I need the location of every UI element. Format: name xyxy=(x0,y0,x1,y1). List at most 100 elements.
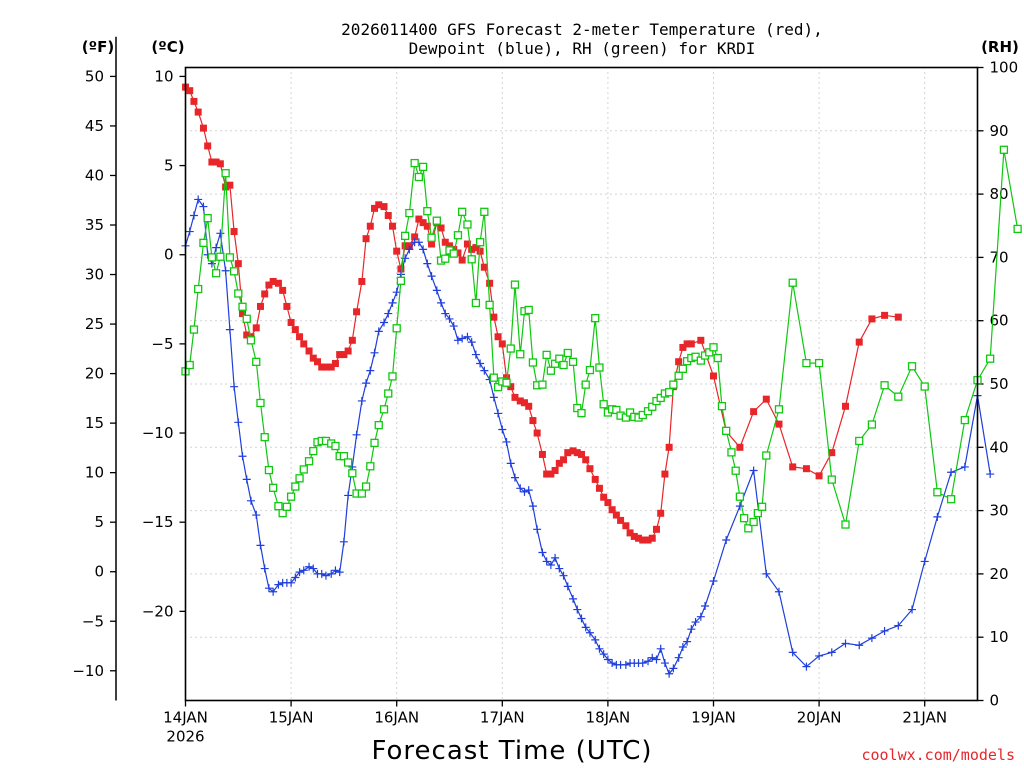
rh-point xyxy=(339,452,349,461)
rh-point xyxy=(392,324,401,333)
dewpoint-point xyxy=(480,366,489,375)
temperature-point xyxy=(401,242,409,250)
dewpoint-point xyxy=(414,238,423,247)
temperature-point xyxy=(309,354,317,362)
rh-tick-label: 10 xyxy=(990,628,1009,646)
temperature-line xyxy=(185,86,899,541)
rh-point xyxy=(528,358,538,367)
rh-tick-label: 30 xyxy=(990,502,1009,520)
fahrenheit-tick-label: 5 xyxy=(94,513,104,531)
rh-point xyxy=(432,216,441,225)
rh-point xyxy=(493,383,503,392)
time-tick-label: 16JAN xyxy=(374,709,419,727)
rh-point xyxy=(234,289,243,298)
temperature-point xyxy=(411,233,419,241)
rh-point xyxy=(920,382,929,391)
temperature-point xyxy=(710,372,717,380)
x-axis-title: Forecast Time (UTC) xyxy=(371,736,652,766)
temperature-point xyxy=(564,449,572,457)
temperature-point xyxy=(353,308,361,316)
temperature-point xyxy=(291,326,299,334)
celsius-tick-label: −10 xyxy=(142,424,174,442)
temperature-point xyxy=(604,499,612,507)
celsius-axis: 10 5 0 −5 −10 −15 −20 xyxy=(142,67,186,620)
dewpoint-point xyxy=(463,332,472,341)
dewpoint-point xyxy=(458,334,467,343)
fahrenheit-tick-label: 0 xyxy=(94,563,104,581)
rh-point xyxy=(1013,224,1022,234)
temperature-point xyxy=(216,160,224,168)
temperature-point xyxy=(397,265,405,273)
rh-point xyxy=(343,458,353,467)
dewpoint-point xyxy=(423,259,432,268)
temperature-point xyxy=(393,247,401,255)
dewpoint-point xyxy=(189,211,198,220)
temperature-point xyxy=(287,318,295,326)
temperature-point xyxy=(446,242,453,250)
dewpoint-point xyxy=(815,651,824,660)
temperature-point xyxy=(736,443,744,451)
dewpoint-point xyxy=(581,623,590,632)
rh-point xyxy=(705,348,714,357)
temperature-series xyxy=(182,83,902,544)
temperature-point xyxy=(538,450,546,458)
temperature-point xyxy=(239,310,247,318)
rh-point xyxy=(841,520,850,529)
dewpoint-point xyxy=(569,594,578,603)
temperature-point xyxy=(296,333,304,341)
dewpoint-point xyxy=(370,348,379,357)
chart-title-line1: 2026011400 GFS Forecast 2-meter Temperat… xyxy=(341,20,823,39)
rh-point xyxy=(268,483,278,492)
dewpoint-point xyxy=(331,566,340,575)
rh-point xyxy=(867,420,877,429)
dewpoint-point xyxy=(506,459,515,468)
rh-point xyxy=(664,388,674,397)
celsius-tick-label: 10 xyxy=(154,67,173,85)
temperature-point xyxy=(648,534,656,542)
dewpoint-point xyxy=(225,325,234,334)
dewpoint-point xyxy=(920,557,929,566)
temperature-point xyxy=(490,313,498,321)
rh-point xyxy=(696,356,705,365)
rh-tick-label: 70 xyxy=(990,248,1009,266)
temperature-point xyxy=(358,277,366,285)
rh-point xyxy=(221,169,230,178)
temperature-point xyxy=(480,263,488,271)
temperature-point xyxy=(750,408,758,416)
temperature-point xyxy=(591,475,599,483)
temperature-point xyxy=(463,240,471,248)
rh-series xyxy=(181,145,1022,533)
rh-point xyxy=(986,354,995,363)
rh-point xyxy=(550,359,560,368)
dewpoint-point xyxy=(669,664,678,673)
rh-point xyxy=(304,457,314,466)
dewpoint-point xyxy=(802,662,811,671)
dewpoint-point xyxy=(260,564,269,573)
temperature-point xyxy=(775,420,783,428)
time-tick-label: 19JAN xyxy=(691,709,736,727)
temperature-point xyxy=(516,397,524,405)
rh-point xyxy=(361,482,371,491)
dewpoint-point xyxy=(384,309,393,318)
dewpoint-point xyxy=(933,512,942,521)
dewpoint-point xyxy=(678,643,687,652)
rh-point xyxy=(591,314,600,323)
temperature-point xyxy=(543,470,551,478)
dewpoint-point xyxy=(749,466,758,475)
rh-point xyxy=(463,220,472,229)
fahrenheit-unit-label: (ºF) xyxy=(82,38,114,56)
temperature-point xyxy=(468,245,476,253)
rh-point xyxy=(485,300,494,310)
dewpoint-point xyxy=(269,587,278,596)
temperature-point xyxy=(226,181,234,189)
rh-point xyxy=(802,358,811,368)
temperature-point xyxy=(380,203,388,211)
dewpoint-point xyxy=(555,564,564,573)
rh-point xyxy=(246,336,256,345)
rh-point xyxy=(739,514,749,523)
dewpoint-point xyxy=(252,511,261,520)
rh-point xyxy=(384,389,393,398)
temperature-point xyxy=(476,247,484,255)
temperature-point xyxy=(815,472,823,480)
